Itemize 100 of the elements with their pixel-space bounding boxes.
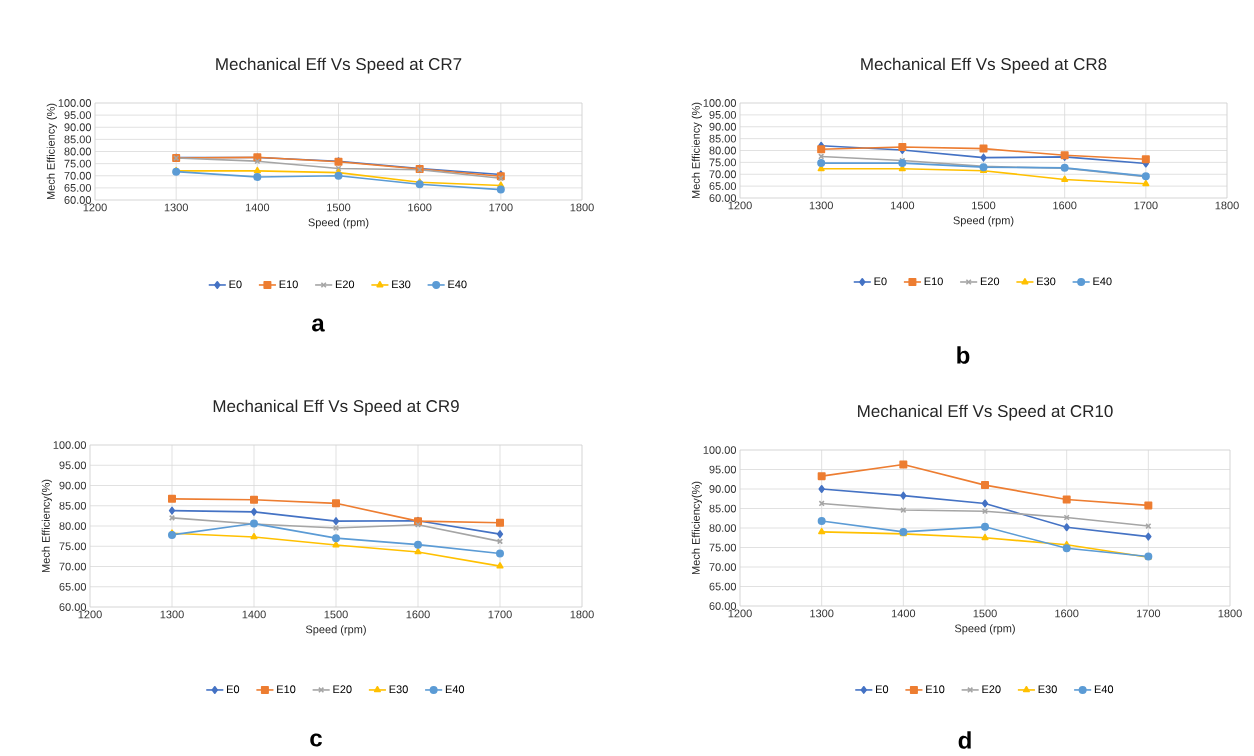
legend-label: E0: [876, 685, 889, 694]
x-tick-label: 1400: [891, 609, 916, 618]
y-tick-label: 65.00: [64, 184, 92, 192]
y-axis-title: Mech Efficiency (%): [691, 102, 702, 199]
y-axis-title: Mech Efficiency (%): [46, 103, 57, 200]
legend-label: E30: [389, 685, 408, 694]
x-tick-label: 1800: [1218, 609, 1242, 618]
y-tick-label: 65.00: [59, 582, 87, 591]
x-tick-label: 1400: [890, 201, 915, 210]
text: b: [957, 346, 970, 364]
y-tick-label: 85.00: [59, 501, 87, 510]
x-tick-label: 1200: [78, 610, 102, 619]
x-tick-label: 1600: [408, 203, 432, 212]
chart-title: Mechanical Eff Vs Speed at CR9: [213, 399, 459, 416]
legend-label: E0: [874, 277, 887, 286]
legend-label: E30: [392, 280, 411, 289]
y-tick-label: 60.00: [64, 196, 92, 204]
x-tick-label: 1700: [488, 610, 512, 619]
y-tick-label: 60.00: [709, 602, 737, 610]
legend-label: E40: [445, 685, 465, 694]
x-tick-label: 1200: [83, 203, 107, 212]
y-tick-label: 65.00: [709, 582, 737, 591]
x-tick-label: 1300: [164, 203, 188, 212]
y-tick-label: 90.00: [64, 123, 92, 132]
y-tick-label: 80.00: [709, 524, 737, 532]
x-axis-title: Speed (rpm): [305, 625, 366, 636]
y-tick-label: 70.00: [709, 563, 737, 571]
legend-label: E40: [448, 280, 467, 289]
x-tick-label: 1600: [1053, 201, 1077, 210]
legend-label: E10: [277, 685, 296, 694]
y-tick-label: 60.00: [709, 194, 737, 202]
y-tick-label: 80.00: [59, 522, 87, 530]
y-axis-title: Mech Efficiency(%): [41, 479, 52, 573]
x-tick-label: 1400: [242, 610, 266, 619]
y-tick-label: 70.00: [64, 171, 92, 180]
x-tick-label: 1500: [972, 201, 996, 210]
x-tick-label: 1500: [327, 203, 351, 212]
x-tick-label: 1600: [1055, 609, 1079, 618]
y-tick-label: 100.00: [58, 99, 92, 107]
y-tick-label: 95.00: [59, 461, 87, 470]
chart-title: Mechanical Eff Vs Speed at CR7: [216, 57, 462, 74]
legend-label: E10: [926, 685, 945, 694]
chart-title: Mechanical Eff Vs Speed at CR10: [858, 404, 1113, 421]
legend-label: E30: [1038, 685, 1057, 694]
legend-label: E20: [335, 280, 355, 289]
x-tick-label: 1300: [160, 610, 184, 619]
x-axis-title: Speed (rpm): [308, 218, 369, 229]
legend-label: E0: [227, 685, 240, 694]
legend-label: E20: [980, 277, 1000, 286]
chart-title: Mechanical Eff Vs Speed at CR8: [861, 57, 1107, 74]
y-tick-label: 95.00: [709, 111, 737, 119]
y-tick-label: 70.00: [59, 562, 87, 571]
x-tick-label: 1800: [570, 610, 594, 619]
y-tick-label: 100.00: [703, 446, 737, 454]
legend-label: E40: [1094, 685, 1114, 694]
x-tick-label: 1200: [728, 609, 752, 618]
legend-label: E10: [924, 277, 943, 286]
y-tick-label: 75.00: [59, 542, 87, 551]
y-tick-label: 85.00: [709, 504, 737, 513]
x-tick-label: 1700: [489, 203, 513, 212]
y-tick-label: 75.00: [64, 159, 92, 168]
legend-label: E40: [1093, 277, 1112, 286]
y-tick-label: 75.00: [709, 543, 737, 552]
legend-label: E20: [333, 685, 352, 694]
x-axis-title: Speed (rpm): [953, 216, 1014, 227]
y-tick-label: 75.00: [709, 158, 737, 167]
y-tick-label: 100.00: [53, 441, 87, 449]
x-axis-title: Speed (rpm): [954, 624, 1015, 635]
x-tick-label: 1600: [406, 610, 430, 619]
x-tick-label: 1500: [973, 609, 997, 618]
y-tick-label: 85.00: [709, 134, 737, 143]
x-tick-label: 1300: [809, 201, 833, 210]
y-tick-label: 100.00: [703, 99, 737, 107]
y-tick-label: 90.00: [709, 485, 737, 493]
legend-label: E0: [229, 280, 242, 289]
y-tick-label: 90.00: [709, 122, 737, 131]
y-tick-label: 70.00: [709, 170, 737, 179]
x-tick-label: 1800: [1215, 201, 1239, 210]
y-tick-label: 95.00: [709, 465, 737, 474]
text: d: [958, 731, 971, 749]
legend-label: E30: [1037, 277, 1056, 286]
legend-label: E20: [982, 685, 1001, 694]
y-tick-label: 95.00: [64, 111, 92, 120]
x-tick-label: 1400: [245, 203, 270, 212]
x-tick-label: 1300: [810, 609, 834, 618]
x-tick-label: 1800: [570, 203, 594, 212]
x-tick-label: 1200: [728, 201, 752, 210]
x-tick-label: 1700: [1134, 201, 1158, 210]
y-tick-label: 85.00: [64, 135, 92, 144]
x-tick-label: 1700: [1136, 609, 1161, 618]
y-tick-label: 80.00: [709, 146, 737, 155]
legend-label: E10: [279, 280, 298, 289]
y-tick-label: 60.00: [59, 603, 87, 611]
x-tick-label: 1500: [324, 610, 348, 619]
y-tick-label: 65.00: [709, 182, 737, 191]
text: c: [310, 733, 322, 747]
y-axis-title: Mech Efficiency(%): [691, 481, 702, 575]
y-tick-label: 90.00: [59, 481, 87, 490]
y-tick-label: 80.00: [64, 147, 92, 156]
text: a: [312, 318, 325, 332]
